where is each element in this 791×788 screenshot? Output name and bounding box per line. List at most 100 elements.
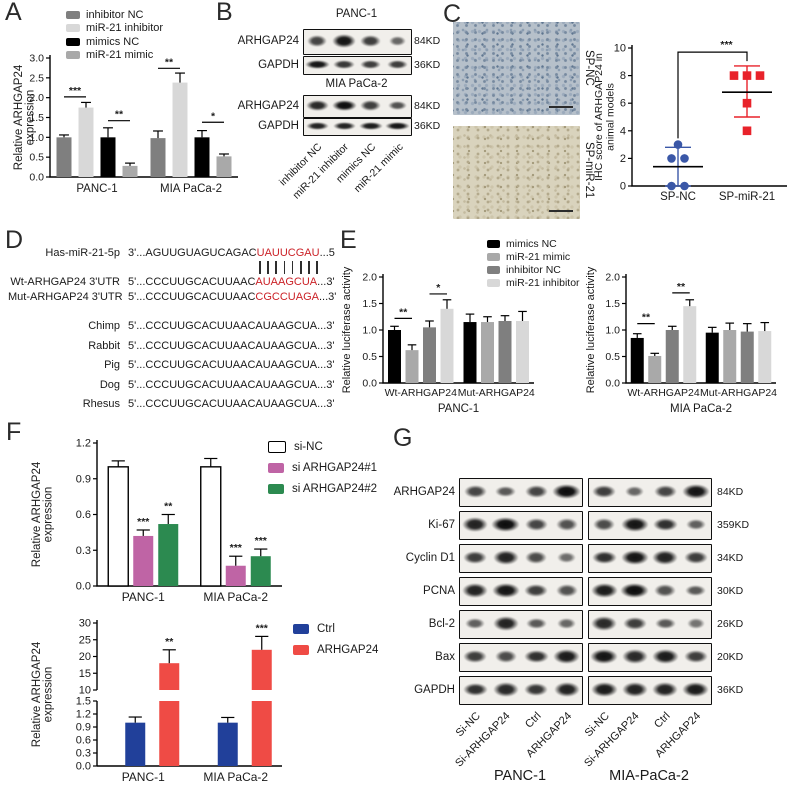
blot-protein-label: Ki-67 (428, 518, 455, 531)
legend-item: si-NC (268, 436, 377, 457)
legend-swatch (487, 252, 500, 261)
sequence-name: Pig (104, 359, 120, 371)
protein-band (495, 485, 517, 498)
ihc-image-sp-mir21 (453, 126, 580, 219)
protein-band (654, 617, 676, 630)
western-blot-box (588, 544, 712, 573)
panel-g-western-blots: ARHGAP24 84KD Ki-67 359KD Cyclin D1 34KD PCNA 3… (385, 430, 791, 788)
svg-text:**: ** (642, 312, 651, 324)
legend-item: mimics NC (487, 237, 580, 250)
western-blot-box (588, 676, 712, 705)
svg-text:**: ** (165, 56, 174, 68)
svg-text:Mut-ARHGAP24: Mut-ARHGAP24 (700, 387, 777, 399)
svg-text:expression: expression (43, 487, 55, 543)
svg-text:0.6: 0.6 (76, 509, 91, 521)
protein-band (654, 584, 677, 597)
legend-swatch (293, 644, 309, 655)
legend-label: Ctrl (317, 622, 335, 635)
protein-band (652, 682, 679, 697)
sequence-text: 5'...CCCUUGCACUUAACAUAAGCUA...3' (128, 276, 335, 288)
protein-band (653, 485, 677, 498)
protein-band (305, 59, 330, 70)
blot-kd-label: 84KD (414, 35, 441, 47)
sequence-row: Rhesus 5'...CCCUUGCACUUAACAUAAGCUA...3' (8, 395, 358, 415)
panel-f-overexpression-legend: Ctrl ARHGAP24 (293, 618, 378, 660)
protein-band (553, 682, 580, 697)
blot-protein-label: Bax (435, 650, 455, 663)
protein-band (552, 483, 582, 500)
svg-text:20: 20 (79, 651, 91, 663)
legend-label: si ARHGAP24#2 (292, 482, 378, 495)
svg-text:1.2: 1.2 (76, 709, 91, 721)
protein-band (524, 682, 549, 697)
scale-bar (549, 105, 573, 108)
svg-text:**: ** (677, 281, 686, 293)
legend-item: miR-21 mimic (487, 250, 580, 263)
sequence-text: 5'...CCCUUGCACUUAACAUAAGCUA...3' (128, 320, 335, 332)
blot-lane-label: Si-ARHGAP24 (453, 710, 513, 770)
protein-band (652, 517, 678, 532)
protein-band (333, 60, 355, 69)
legend-item: miR-21 inhibitor (66, 22, 163, 36)
svg-text:1.0: 1.0 (605, 325, 620, 337)
panel-f-overexpression-chart: 10 15 20 25 30 0.00.30.60.91.21.5 PANC-1 MIA Pa… (31, 618, 282, 784)
protein-band (620, 582, 650, 599)
protein-band (492, 616, 519, 631)
panel-b-label: B (216, 0, 233, 26)
protein-band (591, 550, 617, 565)
panel-d-label: D (5, 226, 24, 254)
svg-text:1.5: 1.5 (76, 696, 91, 708)
legend-swatch (293, 623, 309, 634)
panel-c-scatter-chart: 0 2 4 6 8 10 SP-NC SP-miR-21 *** IHC score of ARH… (593, 39, 787, 203)
blot-kd-label: 34KD (717, 551, 744, 564)
base-pairing-ticks (257, 261, 320, 274)
legend-item: miR-21 inhibitor (487, 276, 580, 289)
protein-band (525, 551, 548, 564)
legend-swatch (66, 51, 80, 60)
protein-band (463, 550, 488, 565)
western-blot-box (303, 56, 412, 75)
sequence-segment: 5'...CCCUUGCACUUAAC (128, 276, 256, 288)
protein-band (591, 616, 618, 631)
svg-text:Mut-ARHGAP24: Mut-ARHGAP24 (458, 387, 535, 399)
protein-band (463, 649, 488, 664)
svg-text:Wt-ARHGAP24: Wt-ARHGAP24 (385, 387, 458, 399)
blot-protein-label: GAPDH (258, 58, 299, 71)
sequence-name: Has-miR-21-5p (45, 247, 120, 259)
panel-e-legend: mimics NC miR-21 mimic inhibitor NC miR-21 … (487, 237, 580, 289)
western-blot-box (459, 544, 583, 573)
svg-text:Relative luciferase activity: Relative luciferase activity (341, 266, 353, 393)
protein-band (557, 617, 577, 630)
svg-text:0.3: 0.3 (76, 748, 91, 760)
protein-band (686, 618, 705, 629)
svg-text:1.5: 1.5 (605, 298, 620, 310)
seed-sequence: CGCCUAGA (255, 291, 319, 303)
protein-band (590, 583, 618, 598)
svg-text:0.0: 0.0 (76, 761, 91, 773)
pairing-tick (308, 261, 310, 274)
blot-kd-label: 359KD (717, 518, 750, 531)
legend-label: si ARHGAP24#1 (292, 461, 378, 474)
sequence-name: Mut-ARHGAP24 3'UTR (8, 291, 123, 303)
protein-band (620, 549, 649, 565)
svg-text:30: 30 (79, 618, 91, 630)
blot-cellline-label: MIA-PaCa-2 (609, 768, 689, 784)
svg-text:Relative luciferase activity: Relative luciferase activity (585, 266, 597, 393)
pairing-tick (291, 261, 294, 274)
blot-lane-label: Ctrl (651, 710, 673, 731)
legend-label: mimics NC (86, 35, 140, 48)
protein-band (465, 617, 486, 630)
svg-text:6: 6 (620, 98, 626, 110)
blot-kd-label: 36KD (414, 120, 441, 132)
svg-text:*: * (211, 110, 216, 122)
protein-band (462, 682, 488, 697)
svg-text:1.2: 1.2 (76, 438, 91, 450)
svg-text:2.0: 2.0 (605, 272, 620, 284)
blot-kd-label: 26KD (717, 617, 744, 630)
svg-text:0.6: 0.6 (76, 735, 91, 747)
protein-band (525, 617, 547, 630)
western-blot-box (588, 577, 712, 606)
sequence-segment: ...3' (318, 291, 337, 303)
sequence-segment: 3'...AGUUGUAGUCAGAC (128, 247, 257, 259)
protein-band (388, 100, 408, 111)
